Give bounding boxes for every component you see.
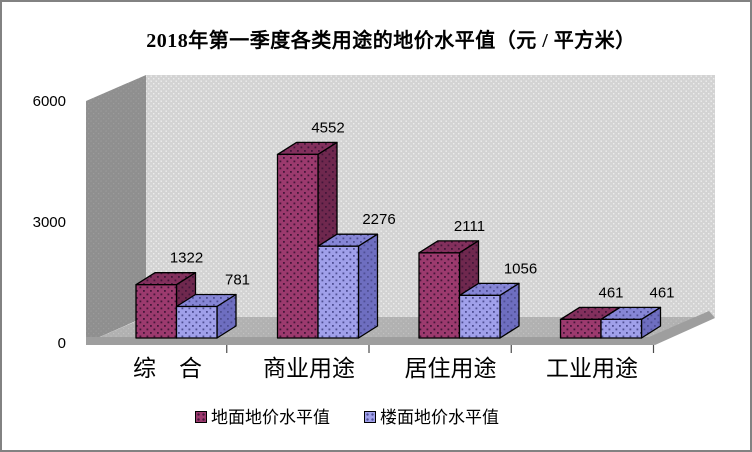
- value-label-s0-c1: 4552: [311, 119, 344, 136]
- value-label-s1-c3: 461: [649, 284, 674, 301]
- bar-front-s0-c0: [135, 284, 178, 339]
- category-label-c1: 商业用途: [263, 356, 355, 381]
- bar-side-s1-c1: [357, 233, 379, 339]
- bar-front-s1-c3: [600, 318, 643, 339]
- floor-front-edge: [86, 337, 655, 345]
- legend-item-floor-price: 楼面地价水平值: [364, 409, 499, 426]
- wall-side: [86, 75, 146, 343]
- chart-title: 2018年第一季度各类用途的地价水平值（元 / 平方米）: [146, 30, 636, 52]
- chart-legend: 地面地价水平值 楼面地价水平值: [2, 403, 750, 431]
- bar-front-s0-c1: [276, 153, 319, 339]
- category-label-c3: 工业用途: [546, 356, 638, 381]
- legend-swatch-ground-price: [195, 411, 207, 423]
- ytick-label: 0: [58, 335, 66, 352]
- legend-item-ground-price: 地面地价水平值: [195, 409, 330, 426]
- ytick-label: 6000: [33, 93, 66, 110]
- bar-front-s1-c2: [458, 294, 501, 339]
- value-label-s0-c3: 461: [598, 284, 623, 301]
- legend-label-ground-price: 地面地价水平值: [211, 407, 330, 427]
- ytick-label: 3000: [33, 214, 66, 231]
- floor-right-edge: [649, 311, 715, 345]
- category-label-c2: 居住用途: [405, 356, 497, 381]
- bar-front-s1-c1: [317, 245, 360, 339]
- value-label-s0-c2: 2111: [454, 218, 485, 235]
- floor: [86, 317, 715, 343]
- bar-front-s0-c3: [559, 318, 602, 339]
- category-label-c0: 综 合: [133, 356, 202, 381]
- value-label-s0-c0: 1322: [170, 250, 203, 267]
- bar-front-s0-c2: [418, 252, 461, 339]
- legend-label-floor-price: 楼面地价水平值: [380, 407, 499, 427]
- legend-swatch-floor-price: [364, 411, 376, 423]
- bar-front-s1-c0: [175, 305, 218, 339]
- value-label-s1-c2: 1056: [504, 260, 537, 277]
- value-label-s1-c0: 781: [225, 271, 250, 288]
- value-label-s1-c1: 2276: [362, 211, 395, 228]
